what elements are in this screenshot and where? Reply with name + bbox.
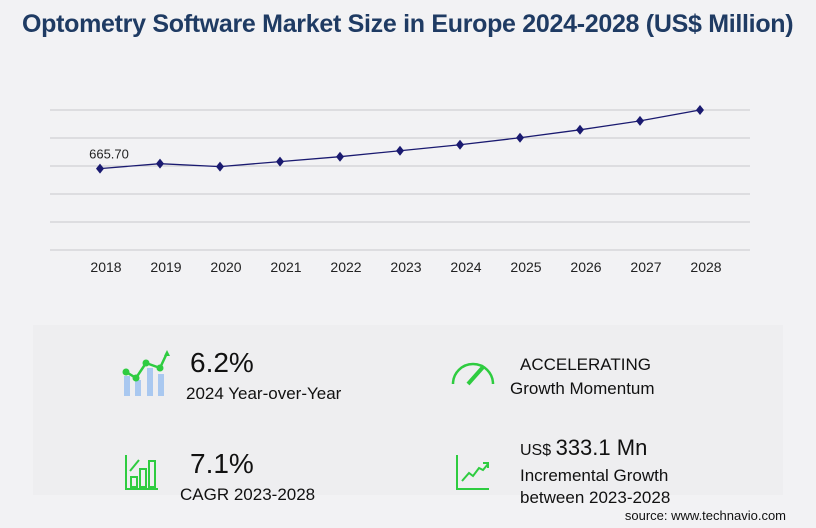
data-point (276, 156, 284, 167)
x-tick-label: 2020 (210, 259, 241, 275)
x-tick-label: 2018 (90, 259, 121, 275)
yoy-value: 6.2% (190, 347, 254, 378)
cagr-label: CAGR 2023-2028 (180, 485, 316, 504)
data-point (96, 163, 104, 174)
x-tick-label: 2025 (510, 259, 541, 275)
x-tick-label: 2026 (570, 259, 601, 275)
stats-panel (33, 325, 783, 495)
data-point (696, 105, 704, 115)
data-point (516, 132, 524, 143)
incremental-period: between 2023-2028 (520, 488, 671, 507)
data-point (456, 139, 464, 150)
momentum-value: ACCELERATING (520, 355, 651, 374)
x-tick-label: 2021 (270, 259, 301, 275)
line-chart: 2018 2019 2020 2021 2022 2023 2024 2025 2026 2027… (50, 105, 750, 275)
x-tick-label: 2019 (150, 259, 181, 275)
incremental-value: US$ 333.1 Mn (520, 435, 647, 461)
x-tick-label: 2023 (390, 259, 421, 275)
data-point (396, 145, 404, 156)
trend-up-icon (456, 455, 489, 490)
series-line (99, 109, 701, 170)
bar-line-growth-icon (122, 350, 170, 396)
data-point (216, 161, 224, 172)
x-tick-label: 2028 (690, 259, 721, 275)
data-point (156, 158, 164, 169)
yoy-label: 2024 Year-over-Year (186, 384, 342, 403)
speedometer-icon (451, 362, 495, 386)
incremental-label: Incremental Growth (520, 466, 669, 485)
data-point (636, 115, 644, 126)
momentum-label: Growth Momentum (510, 379, 655, 398)
source-credit: source: www.technavio.com (624, 508, 786, 523)
x-tick-label: 2027 (630, 259, 661, 275)
chart-title: Optometry Software Market Size in Europe… (22, 10, 794, 38)
bar-chart-growth-icon (125, 455, 158, 490)
currency-prefix: US$ (520, 442, 552, 459)
data-point (576, 124, 584, 135)
data-label: 665.70 (89, 147, 129, 162)
x-tick-label: 2024 (450, 259, 481, 275)
x-tick-label: 2022 (330, 259, 361, 275)
incremental-amount: 333.1 Mn (555, 435, 648, 460)
data-point (336, 151, 344, 162)
cagr-value: 7.1% (190, 448, 254, 479)
